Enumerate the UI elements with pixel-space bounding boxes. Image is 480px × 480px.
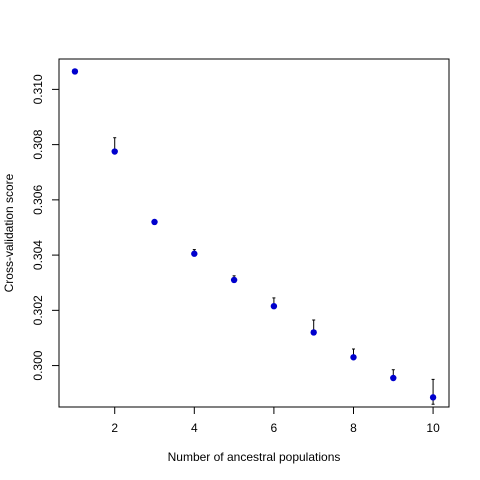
data-point <box>350 354 357 361</box>
error-bars <box>113 137 435 405</box>
data-point <box>191 250 198 257</box>
data-point <box>111 148 118 155</box>
x-tick-label: 6 <box>271 421 278 435</box>
plot-frame <box>58 58 450 408</box>
y-tick-label: 0.300 <box>31 350 45 380</box>
x-tick-label: 8 <box>350 421 357 435</box>
y-tick-label: 0.304 <box>31 240 45 270</box>
data-point <box>151 218 158 226</box>
data-point <box>390 374 397 382</box>
x-tick-label: 10 <box>426 421 440 435</box>
data-point <box>230 276 238 284</box>
y-axis-title: Cross-validation score <box>2 173 16 292</box>
x-axis: 2 4 6 8 10 <box>111 407 440 435</box>
y-tick-label: 0.302 <box>31 295 45 325</box>
data-point <box>429 394 437 401</box>
data-points <box>71 68 437 401</box>
data-point <box>71 68 79 75</box>
y-axis: 0.300 0.302 0.304 0.306 0.308 0.310 <box>31 74 59 381</box>
x-axis-title: Number of ancestral populations <box>168 450 341 464</box>
x-tick-label: 2 <box>111 421 118 435</box>
y-tick-label: 0.310 <box>31 74 45 104</box>
x-tick-label: 4 <box>191 421 198 435</box>
y-tick-label: 0.306 <box>31 185 45 215</box>
y-tick-label: 0.308 <box>31 129 45 159</box>
data-point <box>310 329 317 336</box>
data-point <box>270 302 278 310</box>
